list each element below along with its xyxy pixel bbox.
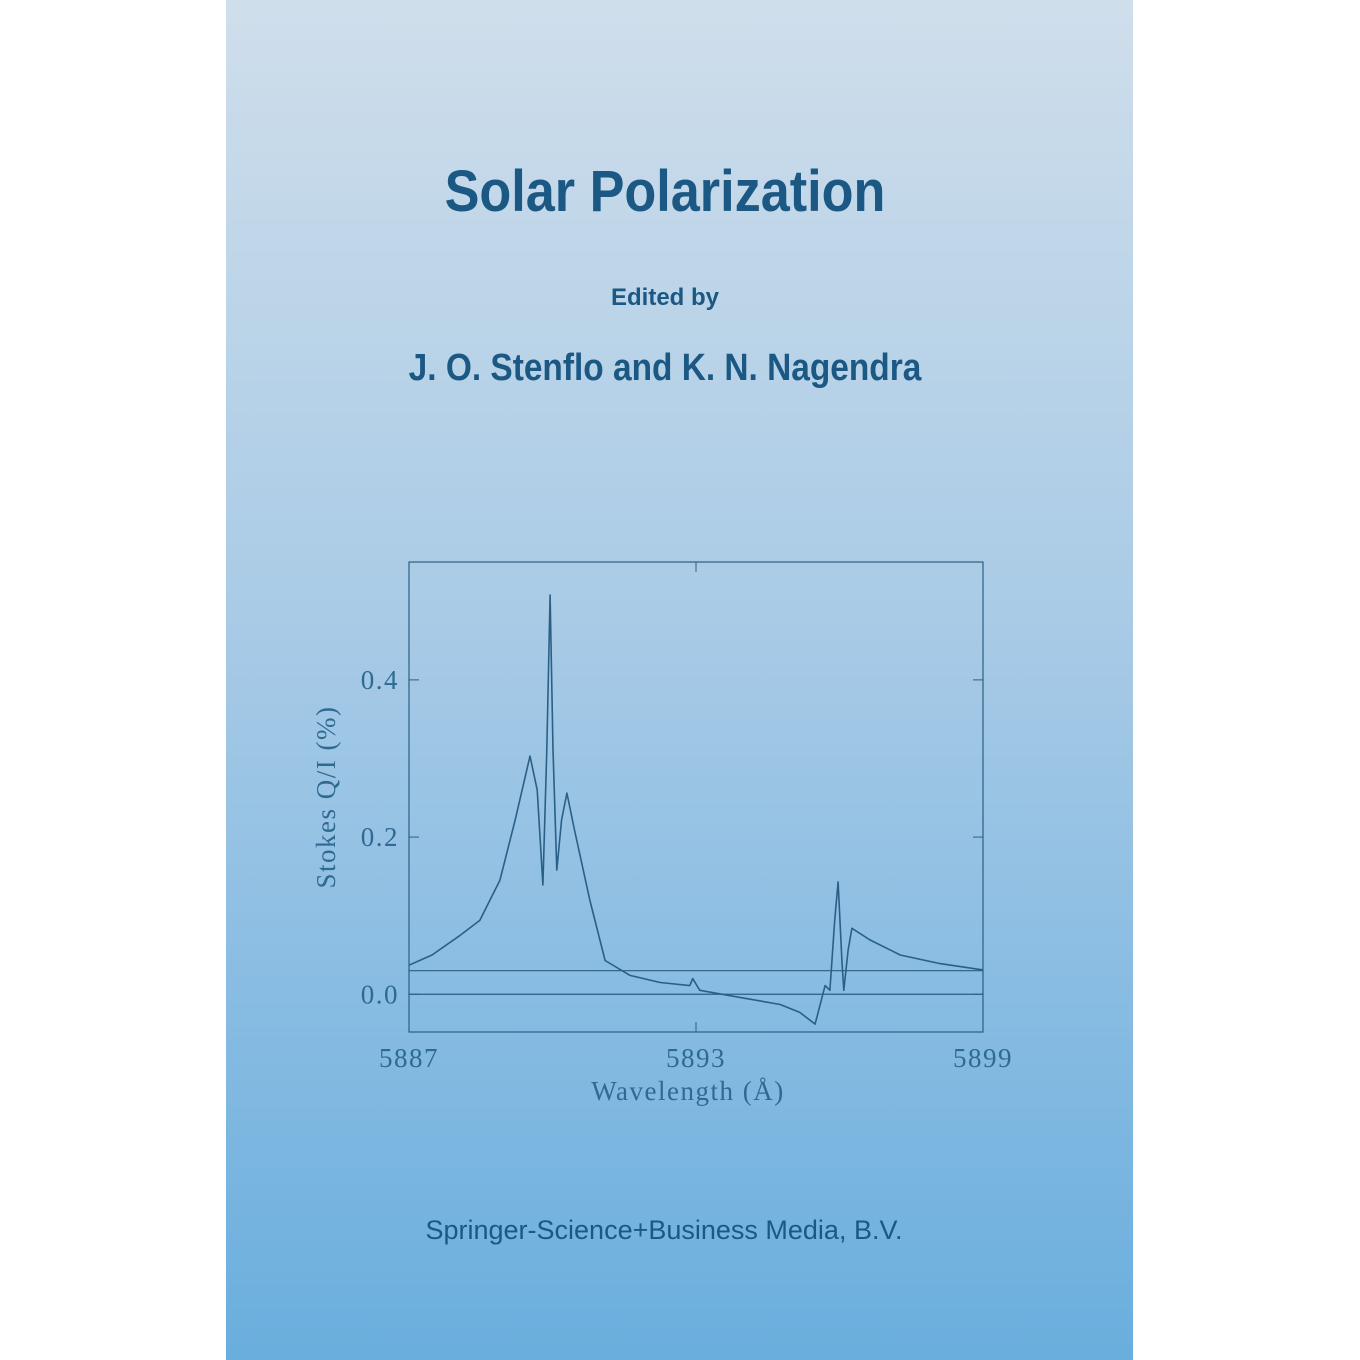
plot-frame xyxy=(408,561,984,1033)
editors: J. O. Stenflo and K. N. Nagendra xyxy=(409,346,923,388)
x-tick-label: 5893 xyxy=(666,1043,726,1073)
y-tick-label: 0.2 xyxy=(361,822,399,852)
x-axis-label: Wavelength (Å) xyxy=(591,1076,785,1106)
x-tick-label: 5887 xyxy=(379,1043,439,1073)
x-tick-label: 5899 xyxy=(953,1043,1013,1073)
y-tick-label: 0.0 xyxy=(361,979,399,1009)
title: Solar Polarization xyxy=(445,158,886,223)
data-line xyxy=(408,594,984,1025)
editor-label: Edited by xyxy=(611,284,720,311)
y-tick-label: 0.4 xyxy=(361,665,399,695)
y-axis-label: Stokes Q/I (%) xyxy=(311,706,341,889)
publisher: Springer-Science+Business Media, B.V. xyxy=(425,1215,902,1245)
